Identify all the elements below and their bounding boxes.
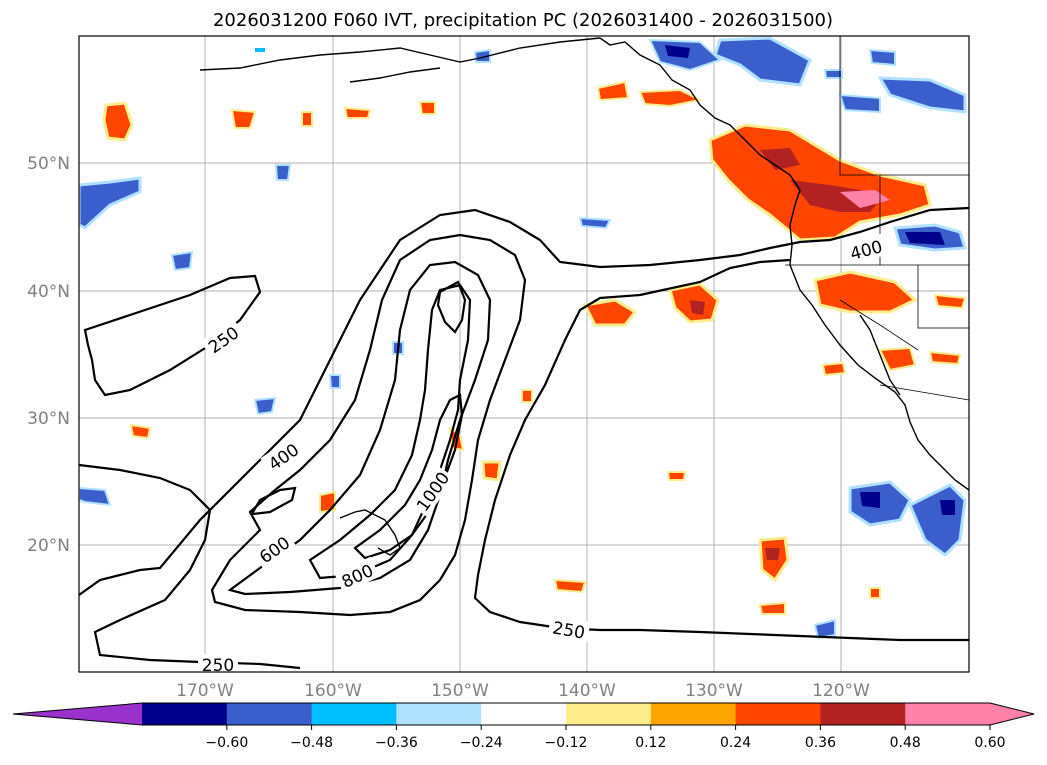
lon-tick: 170°W xyxy=(176,681,234,701)
borders xyxy=(785,36,969,401)
figure-title: 2026031200 F060 IVT, precipitation PC (2… xyxy=(213,10,833,31)
lon-tick: 120°W xyxy=(812,681,870,701)
colorbar-segment xyxy=(396,703,482,725)
lat-tick: 40°N xyxy=(27,282,70,302)
colorbar-segment xyxy=(650,703,737,725)
colorbar-segment xyxy=(820,703,906,725)
colorbar-tick-label: 0.12 xyxy=(635,735,666,751)
precip-positive-blobs xyxy=(102,80,967,615)
lon-tick: 160°W xyxy=(304,681,362,701)
colorbar-tick-label: −0.12 xyxy=(545,735,588,751)
latitude-ticks: 50°N 40°N 30°N 20°N xyxy=(27,154,70,556)
colorbar xyxy=(12,702,1035,726)
longitude-ticks: 170°W 160°W 150°W 140°W 130°W 120°W xyxy=(176,681,870,701)
colorbar-tick-label: −0.24 xyxy=(460,735,503,751)
colorbar-segment xyxy=(311,703,397,725)
precip-negative-blobs xyxy=(79,36,967,640)
coastlines xyxy=(199,37,969,556)
colorbar-tick-label: 0.24 xyxy=(720,735,751,751)
lon-tick: 150°W xyxy=(431,681,489,701)
ivt-contours xyxy=(79,206,969,670)
colorbar-tick-label: −0.60 xyxy=(205,735,248,751)
colorbar-segment xyxy=(481,703,567,725)
lat-tick: 30°N xyxy=(27,409,70,429)
lon-tick: 130°W xyxy=(685,681,743,701)
lat-tick: 50°N xyxy=(27,154,70,174)
colorbar-segment xyxy=(566,703,652,725)
lat-tick: 20°N xyxy=(27,536,70,556)
colorbar-tick-label: 0.60 xyxy=(974,735,1005,751)
map-panel: 250 400 600 800 1000 400 250 250 xyxy=(78,35,970,676)
colorbar-tick-label: 0.48 xyxy=(890,735,921,751)
ivt-label-250-bottom: 250 xyxy=(202,656,234,676)
colorbar-extend-high xyxy=(990,703,1034,725)
colorbar-outline xyxy=(12,702,1035,726)
lon-tick: 140°W xyxy=(558,681,616,701)
colorbar-segment xyxy=(735,703,821,725)
map-frame xyxy=(78,35,970,673)
colorbar-segment xyxy=(226,703,313,725)
colorbar-tick-label: −0.48 xyxy=(290,735,333,751)
colorbar-ticks: −0.60 −0.48 −0.36 −0.24 −0.12 0.12 0.24 0.36 0.4… xyxy=(205,725,1006,751)
colorbar-extend-low xyxy=(13,703,142,725)
colorbar-tick-label: −0.36 xyxy=(375,735,418,751)
colorbar-segment xyxy=(142,703,228,725)
colorbar-segment xyxy=(905,703,991,725)
colorbar-tick-label: 0.36 xyxy=(805,735,836,751)
